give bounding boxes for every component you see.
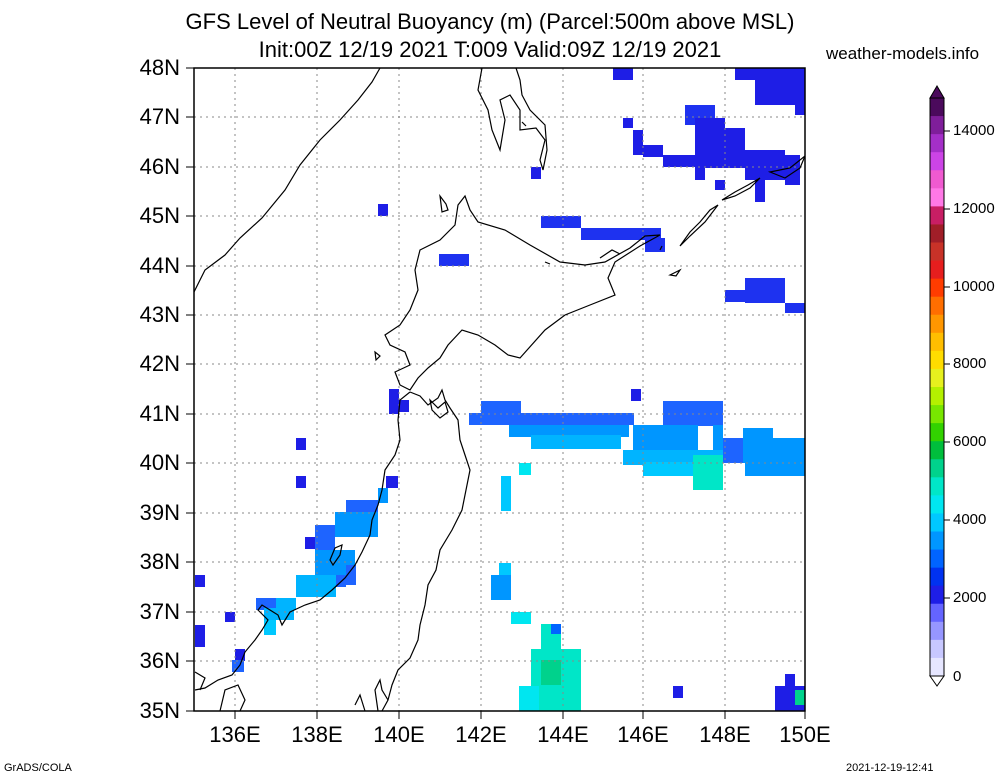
lat-label-48n: 48N <box>139 55 180 80</box>
colorbar-segment <box>930 495 944 515</box>
lon-label-150e: 150E <box>779 722 831 747</box>
colorbar-segment <box>930 603 944 623</box>
colorbar-segment <box>930 585 944 605</box>
colorbar-segment <box>930 441 944 460</box>
colorbar-segment <box>930 260 944 280</box>
lat-label-41n: 41N <box>139 401 180 426</box>
lat-label-43n: 43N <box>139 302 180 327</box>
chart-title-line2: Init:00Z 12/19 2021 T:009 Valid:09Z 12/1… <box>258 37 722 62</box>
colorbar-label-6000: 6000 <box>953 433 987 450</box>
colorbar-label-0: 0 <box>953 668 962 685</box>
colorbar-label-8000: 8000 <box>953 355 987 372</box>
lat-label-39n: 39N <box>139 500 180 525</box>
colorbar <box>929 85 945 687</box>
colorbar-frame <box>929 97 945 677</box>
lon-label-136e: 136E <box>209 722 261 747</box>
lon-label-148e: 148E <box>699 722 751 747</box>
colorbar-segment <box>930 170 944 189</box>
colorbar-label-4000: 4000 <box>953 511 987 528</box>
lon-label-144e: 144E <box>537 722 589 747</box>
colorbar-segment <box>930 332 944 352</box>
lon-label-138e: 138E <box>291 722 343 747</box>
footer-credit: GrADS/COLA <box>4 762 72 774</box>
colorbar-label-2000: 2000 <box>953 589 987 606</box>
lat-label-45n: 45N <box>139 203 180 228</box>
colorbar-segment <box>930 296 944 316</box>
lat-label-38n: 38N <box>139 549 180 574</box>
coastlines <box>193 67 806 712</box>
footer-timestamp: 2021-12-19-12:41 <box>846 762 934 774</box>
colorbar-segment <box>930 206 944 226</box>
chart-title-line1: GFS Level of Neutral Buoyancy (m) (Parce… <box>185 9 795 34</box>
colorbar-segment <box>930 387 944 406</box>
lat-label-36n: 36N <box>139 648 180 673</box>
tick-marks <box>186 67 806 719</box>
colorbar-label-14000: 14000 <box>953 122 995 139</box>
lat-label-40n: 40N <box>139 450 180 475</box>
colorbar-segment <box>930 657 944 677</box>
colorbar-segment <box>930 188 944 207</box>
colorbar-segment <box>930 278 944 298</box>
colorbar-segment <box>930 134 944 153</box>
colorbar-segment <box>930 368 944 388</box>
colorbar-segment <box>930 116 944 135</box>
colorbar-segment <box>930 152 944 171</box>
colorbar-segment <box>930 350 944 370</box>
colorbar-segment <box>930 423 944 442</box>
lat-label-37n: 37N <box>139 599 180 624</box>
colorbar-max-arrow <box>929 85 945 99</box>
lat-label-35n: 35N <box>139 698 180 723</box>
colorbar-segment <box>930 567 944 587</box>
colorbar-label-10000: 10000 <box>953 278 995 295</box>
colorbar-segment <box>930 639 944 659</box>
lat-label-46n: 46N <box>139 154 180 179</box>
colorbar-segment <box>930 621 944 641</box>
lon-label-140e: 140E <box>373 722 425 747</box>
colorbar-segment <box>930 314 944 334</box>
shaded-field <box>195 68 805 711</box>
colorbar-min-arrow <box>929 675 945 687</box>
colorbar-segment <box>930 549 944 569</box>
lat-label-47n: 47N <box>139 104 180 129</box>
lat-label-44n: 44N <box>139 253 180 278</box>
colorbar-segment <box>930 98 944 117</box>
plot-frame <box>193 67 806 712</box>
lon-label-146e: 146E <box>617 722 669 747</box>
colorbar-segment <box>930 224 944 244</box>
colorbar-segment <box>930 531 944 551</box>
colorbar-ticks <box>944 130 950 599</box>
lat-label-42n: 42N <box>139 351 180 376</box>
colorbar-segment <box>930 459 944 478</box>
colorbar-segment <box>930 405 944 424</box>
lon-label-142e: 142E <box>455 722 507 747</box>
colorbar-label-12000: 12000 <box>953 200 995 217</box>
colorbar-segment <box>930 513 944 533</box>
gridlines <box>194 68 805 711</box>
colorbar-segment <box>930 477 944 496</box>
colorbar-segment <box>930 242 944 262</box>
site-watermark: weather-models.info <box>826 44 980 63</box>
